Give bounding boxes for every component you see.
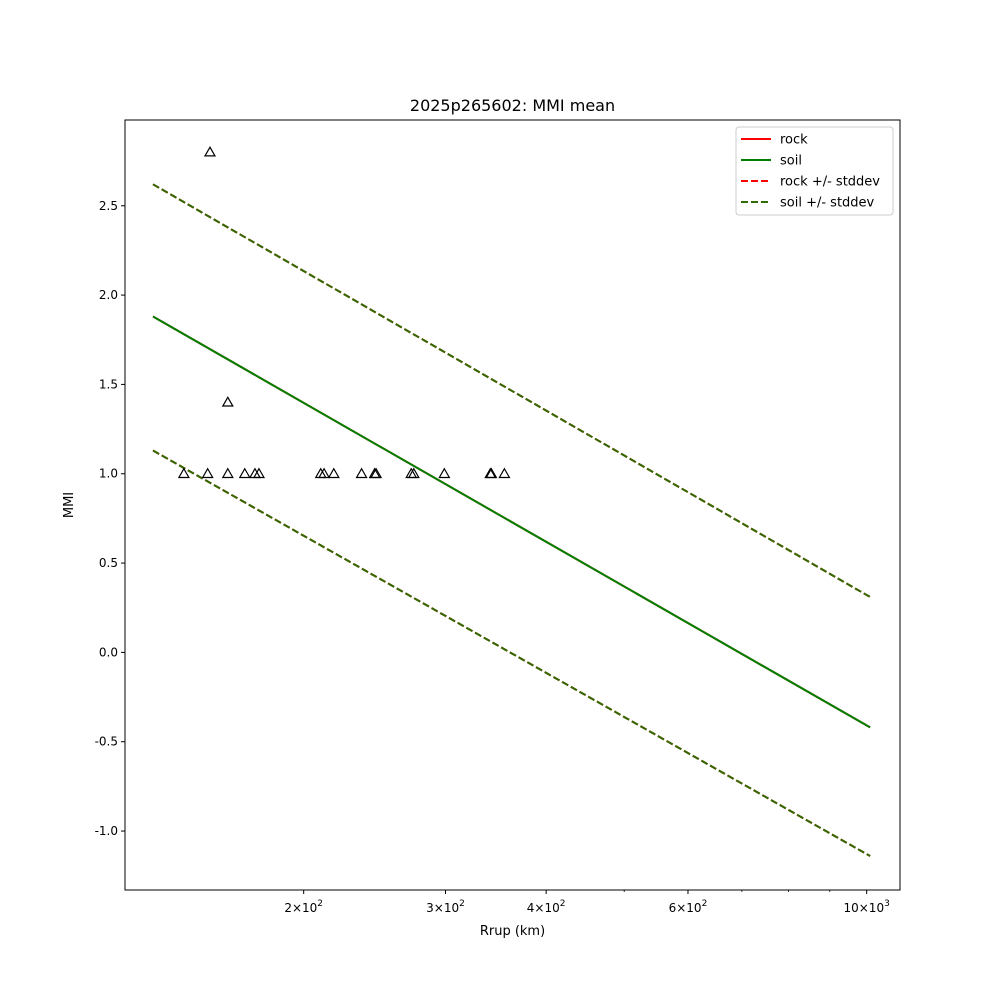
x-tick-label: 4×102 — [527, 899, 566, 915]
observation-point — [221, 396, 234, 407]
legend: rock soil rock +/- stddev soil +/- stddev — [735, 126, 894, 216]
y-tick-label: -0.5 — [95, 735, 118, 749]
x-tick-label: 3×102 — [426, 899, 465, 915]
observation-point — [318, 467, 331, 479]
y-tick-label: 1.5 — [99, 377, 118, 391]
observation-point — [355, 467, 368, 479]
observation-point — [238, 467, 251, 479]
observation-point — [327, 467, 340, 479]
legend-label: soil +/- stddev — [780, 196, 875, 211]
observation-point — [221, 467, 234, 479]
y-tick-label: 2.0 — [99, 288, 118, 302]
observation-point — [407, 467, 420, 479]
legend-label: soil — [780, 154, 802, 169]
observation-point — [370, 467, 383, 479]
y-tick-label: 0.0 — [99, 645, 118, 659]
series-line — [152, 315, 871, 729]
observation-point — [203, 145, 217, 157]
y-tick-label: 0.5 — [99, 556, 118, 570]
plot-frame — [124, 119, 901, 891]
observation-point — [498, 467, 511, 479]
y-tick-label: -1.0 — [95, 824, 118, 838]
y-tick-label: 1.0 — [99, 467, 118, 481]
chart-title: 2025p265602: MMI mean — [410, 96, 615, 115]
series-line — [152, 183, 871, 598]
x-tick-label: 2×102 — [284, 899, 323, 915]
x-tick-label: 6×102 — [669, 899, 708, 915]
x-tick-label: 10×103 — [843, 899, 889, 915]
observation-point — [177, 467, 190, 479]
observation-point — [201, 467, 214, 479]
y-axis-label: MMI — [62, 492, 77, 518]
x-axis-label: Rrup (km) — [480, 924, 545, 939]
series-lines — [152, 183, 871, 857]
observation-point — [252, 467, 266, 479]
observation-point — [438, 467, 451, 479]
legend-label: rock +/- stddev — [780, 175, 880, 190]
legend-box — [735, 126, 894, 216]
legend-label: rock — [780, 133, 808, 148]
observation-points — [177, 145, 511, 479]
y-tick-label: 2.5 — [99, 199, 118, 213]
axis-ticks: -1.0 -0.5 0.0 0.5 1.0 1.5 2.0 2.5 2×102 3×102 4×10… — [95, 199, 890, 915]
observation-point — [485, 467, 498, 479]
series-line-lower — [152, 449, 871, 857]
